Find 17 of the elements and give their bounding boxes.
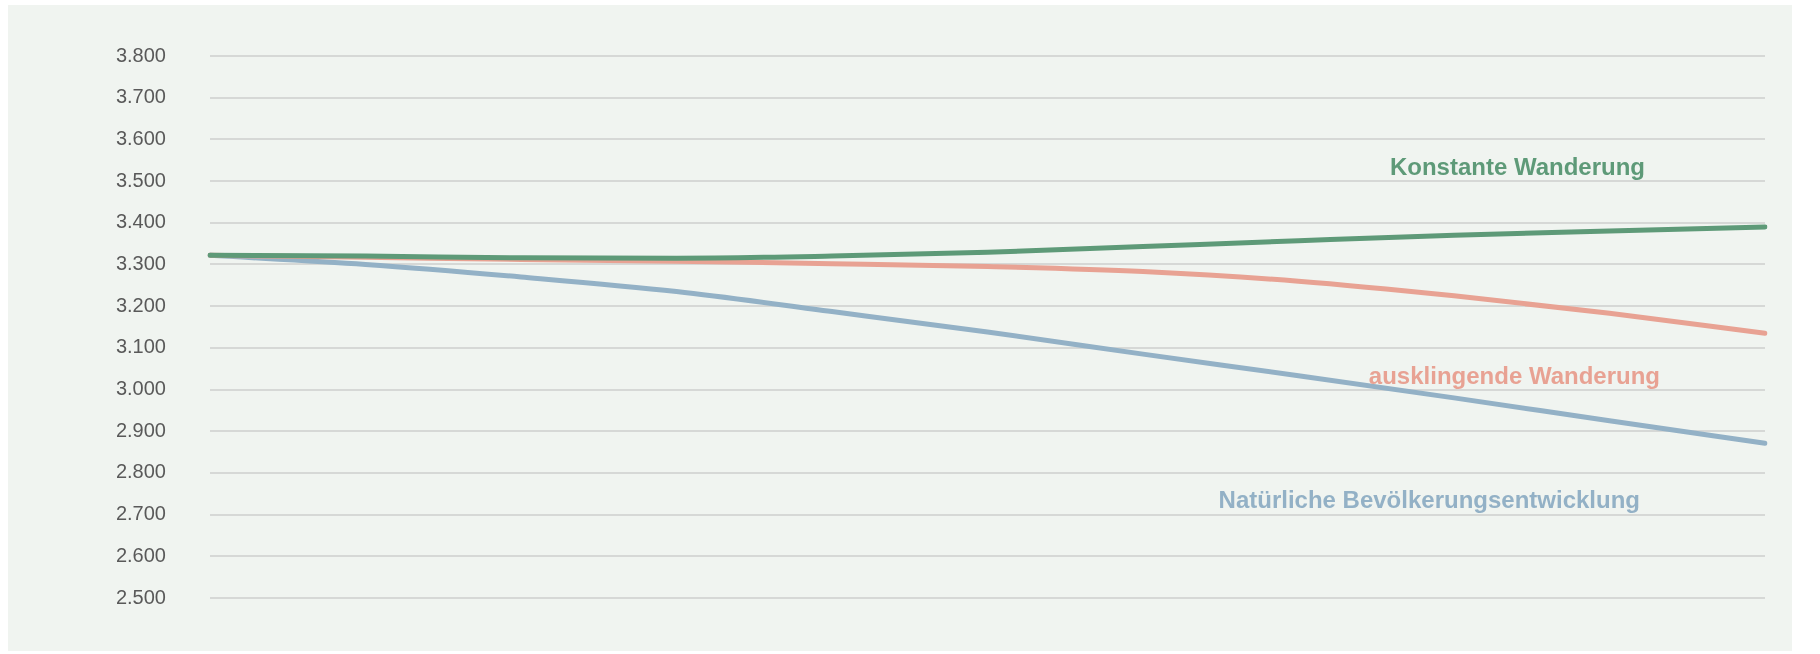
series-label: ausklingende Wanderung <box>1368 361 1660 389</box>
y-tick-label: 3.800 <box>115 43 166 66</box>
y-tick-label: 3.300 <box>115 251 166 274</box>
y-tick-label: 2.600 <box>115 543 166 566</box>
y-tick-label: 3.100 <box>115 335 166 358</box>
y-tick-label: 2.700 <box>115 502 166 525</box>
y-tick-label: 3.600 <box>115 126 166 149</box>
y-tick-label: 2.800 <box>115 460 166 483</box>
y-tick-label: 3.400 <box>115 210 166 233</box>
y-tick-label: 3.700 <box>115 85 166 108</box>
text: Konstante Wanderung <box>1389 153 1645 181</box>
text: Natürliche Bevölkerungsentwicklung <box>1218 486 1640 514</box>
y-tick-label: 2.500 <box>115 585 166 608</box>
y-tick-label: 3.200 <box>115 293 166 316</box>
y-tick-label: 3.500 <box>115 168 166 191</box>
y-tick-label: 3.000 <box>115 377 166 400</box>
y-tick-label: 2.900 <box>115 418 166 441</box>
